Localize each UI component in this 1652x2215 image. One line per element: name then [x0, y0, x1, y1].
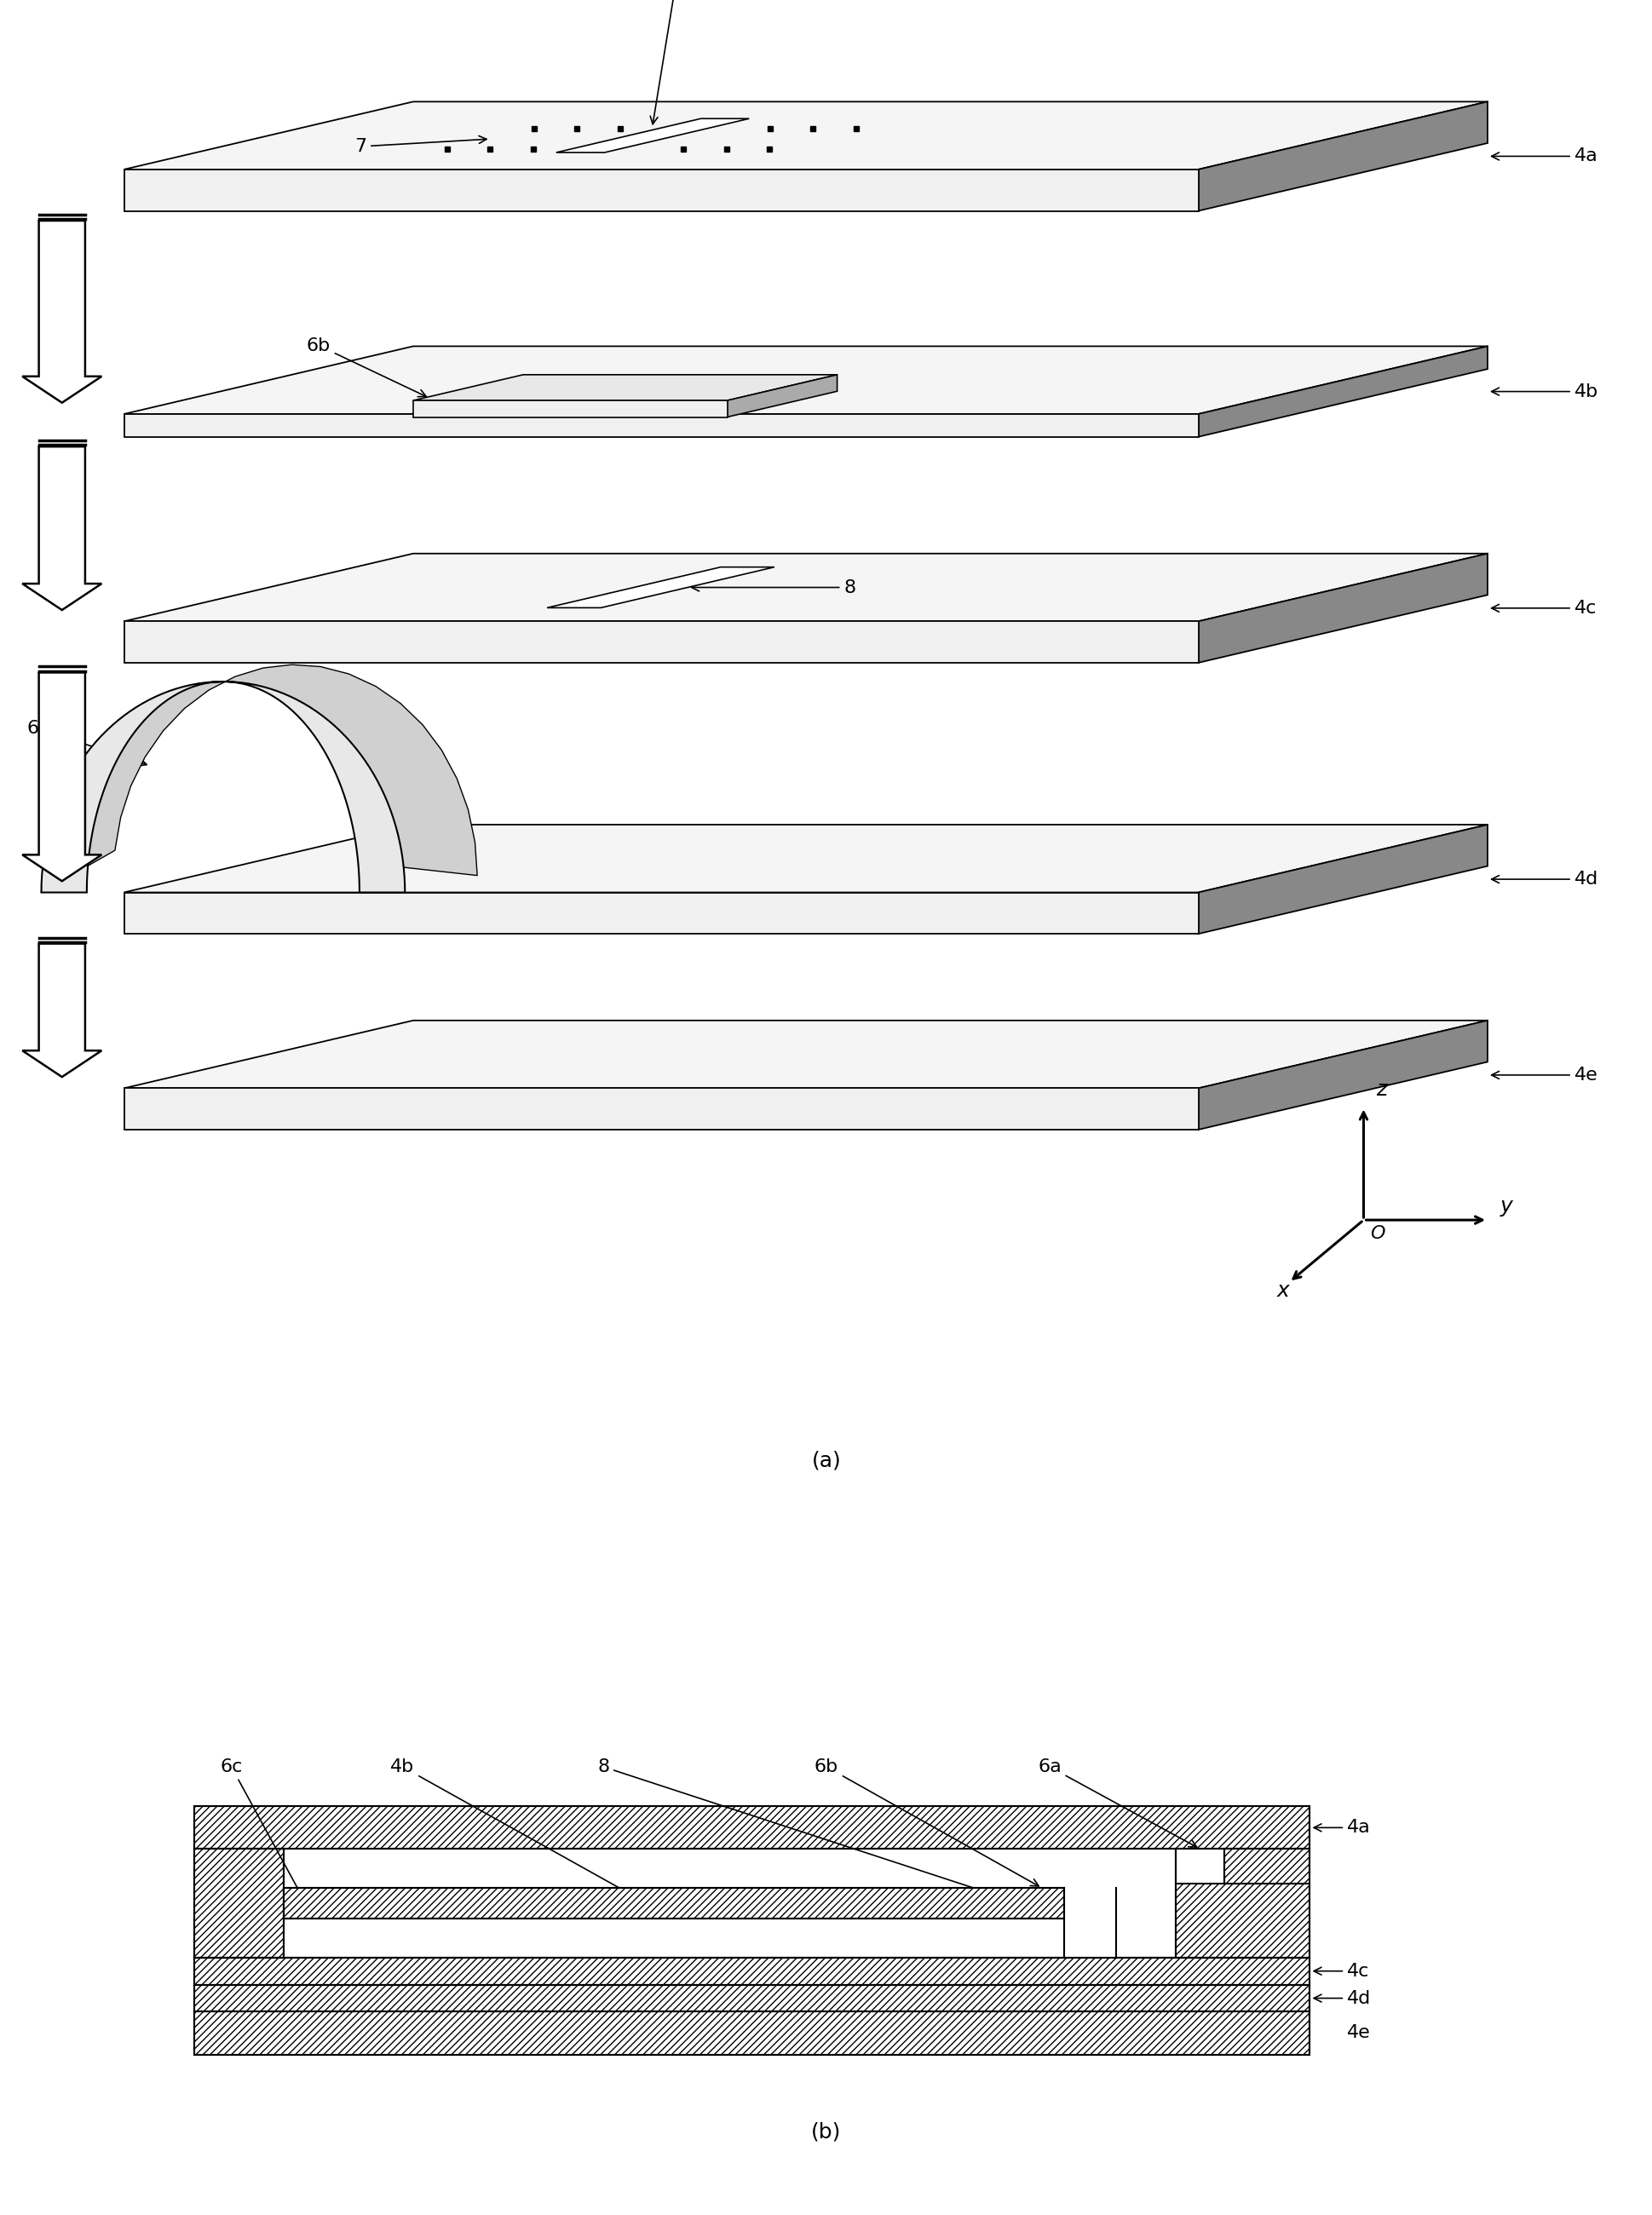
Polygon shape	[23, 447, 102, 609]
Polygon shape	[124, 620, 1198, 662]
Text: 6b: 6b	[306, 337, 426, 396]
Bar	[195, 1805, 1310, 1850]
Polygon shape	[124, 168, 1198, 210]
Text: 4c: 4c	[1313, 1962, 1370, 1980]
Bar	[195, 1850, 284, 1958]
Bar	[195, 2011, 1310, 2056]
Text: x: x	[1275, 1280, 1289, 1300]
Text: 4b: 4b	[390, 1759, 671, 1916]
Text: 4b: 4b	[1490, 383, 1597, 401]
Text: 4a: 4a	[1313, 1819, 1370, 1836]
Polygon shape	[124, 554, 1487, 620]
Polygon shape	[124, 1021, 1487, 1088]
Polygon shape	[41, 664, 477, 893]
Polygon shape	[413, 374, 838, 401]
Text: 6a: 6a	[649, 0, 689, 124]
Polygon shape	[41, 682, 405, 893]
Polygon shape	[124, 1088, 1198, 1130]
Polygon shape	[23, 222, 102, 403]
Polygon shape	[124, 346, 1487, 414]
Text: 4d: 4d	[1490, 870, 1597, 888]
Text: (b): (b)	[811, 2122, 841, 2142]
Bar	[195, 1958, 1310, 1985]
Bar	[1224, 1850, 1310, 1883]
Text: y: y	[1500, 1196, 1512, 1216]
Polygon shape	[1198, 824, 1487, 935]
Text: 6b: 6b	[814, 1759, 1037, 1887]
Polygon shape	[124, 893, 1198, 935]
Polygon shape	[547, 567, 775, 607]
Text: 4a: 4a	[1490, 148, 1597, 164]
Text: 7: 7	[354, 135, 486, 155]
Text: 4e: 4e	[1346, 2025, 1370, 2042]
Polygon shape	[124, 414, 1198, 436]
Text: (a): (a)	[811, 1451, 841, 1471]
Bar	[284, 1850, 1176, 1958]
Polygon shape	[1198, 346, 1487, 436]
Bar	[284, 1887, 1064, 1918]
Polygon shape	[413, 401, 727, 416]
Polygon shape	[727, 374, 838, 416]
Polygon shape	[1198, 1021, 1487, 1130]
Polygon shape	[1198, 554, 1487, 662]
Polygon shape	[1198, 102, 1487, 210]
Polygon shape	[23, 673, 102, 882]
Bar	[1064, 1850, 1117, 1958]
Polygon shape	[124, 102, 1487, 168]
Text: 4c: 4c	[1490, 600, 1596, 616]
Text: 8: 8	[691, 578, 856, 596]
Text: 4d: 4d	[1313, 1989, 1371, 2007]
Polygon shape	[124, 824, 1487, 893]
Text: 6c: 6c	[26, 720, 147, 766]
Bar	[195, 1807, 1310, 2056]
Polygon shape	[555, 120, 748, 153]
Text: 6c: 6c	[220, 1759, 304, 1900]
Bar	[195, 1985, 1310, 2011]
Polygon shape	[23, 944, 102, 1076]
Text: 8: 8	[596, 1759, 1085, 1927]
Text: O: O	[1370, 1225, 1384, 1243]
Text: 6a: 6a	[1037, 1759, 1196, 1847]
Text: 4e: 4e	[1490, 1068, 1597, 1083]
Text: z: z	[1374, 1079, 1386, 1101]
Bar	[1176, 1883, 1310, 1958]
